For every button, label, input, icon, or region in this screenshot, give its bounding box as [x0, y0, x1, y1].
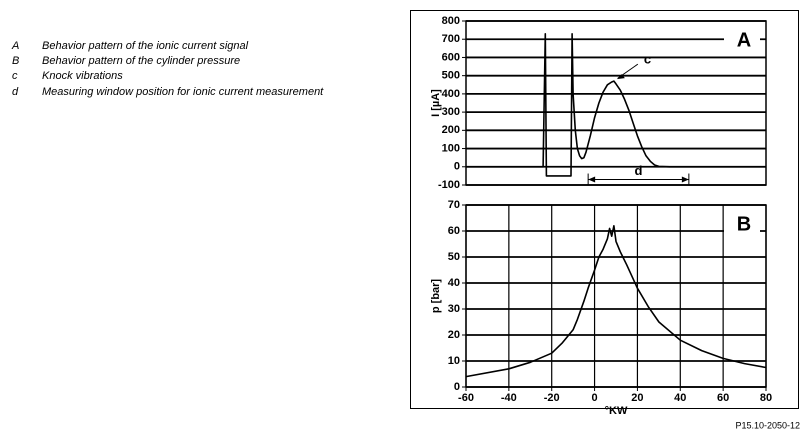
legend-text: Measuring window position for ionic curr… — [42, 86, 324, 98]
y-tick-label: 60 — [448, 225, 460, 237]
y-tick-label: 10 — [448, 355, 460, 367]
y-tick-label: 800 — [442, 15, 460, 27]
y-tick-label: 700 — [442, 33, 460, 45]
annotation-arrowhead — [616, 74, 625, 80]
panel-label: A — [737, 29, 751, 51]
x-tick-label: 20 — [631, 392, 643, 404]
legend-text: Knock vibrations — [42, 70, 123, 82]
y-axis-label: I [µA] — [430, 89, 442, 117]
y-tick-label: 500 — [442, 70, 460, 82]
legend-key: d — [12, 86, 19, 98]
y-tick-label: 30 — [448, 303, 460, 315]
figure-id: P15.10-2050-12 — [735, 420, 800, 430]
data-line — [466, 33, 766, 177]
x-axis-label: °KW — [605, 405, 628, 417]
panel-label-box — [724, 28, 760, 52]
y-tick-label: 600 — [442, 51, 460, 63]
x-tick-label: 80 — [760, 392, 772, 404]
y-tick-label: 40 — [448, 277, 460, 289]
plot-area — [465, 20, 767, 186]
annotation: c — [644, 52, 651, 67]
y-tick-label: 50 — [448, 251, 460, 263]
legend-key: A — [11, 40, 19, 52]
y-tick-label: 400 — [442, 88, 460, 100]
x-tick-label: -20 — [544, 392, 560, 404]
x-tick-label: -40 — [501, 392, 517, 404]
y-axis-label: p [bar] — [430, 279, 442, 314]
plot-area — [465, 204, 767, 388]
y-tick-label: 200 — [442, 124, 460, 136]
x-tick-label: 40 — [674, 392, 686, 404]
legend-text: Behavior pattern of the cylinder pressur… — [42, 55, 240, 67]
y-tick-label: 70 — [448, 199, 460, 211]
legend-key: c — [12, 70, 18, 82]
y-tick-label: 300 — [442, 106, 460, 118]
annotation: d — [635, 163, 643, 178]
x-tick-label: -60 — [458, 392, 474, 404]
y-tick-label: 0 — [454, 381, 460, 393]
y-tick-label: -100 — [438, 179, 460, 191]
data-line — [465, 225, 767, 378]
figure-frame — [410, 10, 799, 409]
y-tick-label: 20 — [448, 329, 460, 341]
x-tick-label: 0 — [592, 392, 598, 404]
panel-label-box — [724, 212, 760, 236]
y-tick-label: 100 — [442, 142, 460, 154]
legend-key: B — [12, 55, 19, 67]
panel-label: B — [737, 213, 751, 235]
legend-text: Behavior pattern of the ionic current si… — [42, 40, 249, 52]
legend: A Behavior pattern of the ionic current … — [11, 40, 324, 98]
y-tick-label: 0 — [454, 161, 460, 173]
x-tick-label: 60 — [717, 392, 729, 404]
